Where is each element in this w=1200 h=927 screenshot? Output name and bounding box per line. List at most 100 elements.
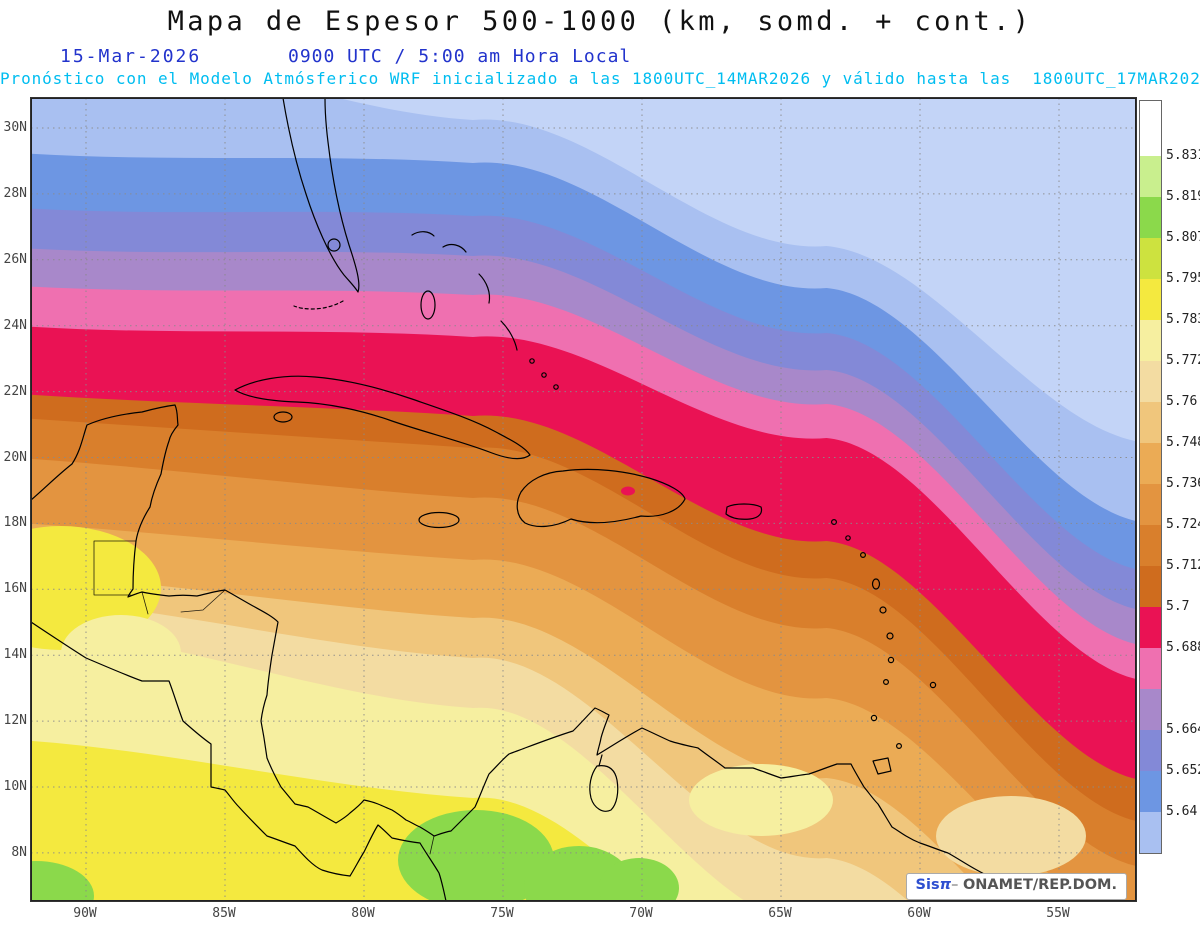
lon-tick-label: 55W xyxy=(1046,906,1070,921)
coast-mainland-caribbean xyxy=(31,404,1022,901)
lat-tick-label: 8N xyxy=(11,844,27,860)
colorbar-tick-label: 5.652 xyxy=(1166,763,1200,778)
coast-mainland-pacific xyxy=(31,621,447,901)
cream-pocket-east xyxy=(936,796,1086,876)
colorbar-segment xyxy=(1140,101,1161,156)
colorbar-tick-label: 5.712 xyxy=(1166,558,1200,573)
colorbar-segment xyxy=(1140,566,1161,607)
valid-time-label: 0900 UTC / 5:00 am Hora Local xyxy=(288,46,632,67)
colorbar-segment xyxy=(1140,812,1161,853)
coast-st-vincent xyxy=(882,678,889,685)
border-panama-colombia xyxy=(429,835,435,855)
lat-tick-label: 20N xyxy=(3,449,27,465)
green-blob-southwest xyxy=(31,861,94,901)
coastlines xyxy=(31,98,1022,901)
badge-org-label: ONAMET/REP.DOM. xyxy=(962,877,1117,893)
lat-tick-label: 24N xyxy=(3,317,27,333)
coast-bahamas-4 xyxy=(500,320,518,351)
coast-antilles-2 xyxy=(845,535,851,541)
thickness-contour-map xyxy=(31,98,1136,901)
valid-date-label: 15-Mar-2026 xyxy=(60,46,202,67)
colorbar-tick-label: 5.795 xyxy=(1166,271,1200,286)
coast-hispaniola xyxy=(516,468,686,528)
pi-symbol: π xyxy=(939,877,952,893)
pale-pocket-west xyxy=(61,615,181,691)
lat-tick-label: 14N xyxy=(3,647,27,663)
colorbar-segment xyxy=(1140,279,1161,320)
lon-tick-label: 90W xyxy=(73,906,97,921)
colorbar-tick-label: 5.724 xyxy=(1166,517,1200,532)
map-title: Mapa de Espesor 500-1000 (km, somd. + co… xyxy=(167,6,1033,37)
lake-okeechobee xyxy=(327,238,341,252)
coast-barbados xyxy=(929,681,937,689)
lake-maracaibo xyxy=(589,765,619,812)
coast-antilles-1 xyxy=(830,519,837,526)
coast-bahamas-cay-3 xyxy=(553,384,559,390)
coast-bahamas-cay-1 xyxy=(529,358,535,364)
lat-tick-label: 30N xyxy=(3,120,27,135)
coast-guadeloupe xyxy=(871,578,881,590)
green-blob-colombia xyxy=(398,810,554,901)
lon-tick-label: 60W xyxy=(907,906,931,921)
coast-cuba xyxy=(234,375,531,460)
colorbar-segment xyxy=(1140,648,1161,689)
coast-st-lucia xyxy=(887,656,895,664)
plot-frame xyxy=(31,98,1136,901)
coast-antilles-3 xyxy=(859,552,866,559)
lat-tick-label: 12N xyxy=(3,713,27,729)
border-belize-guatemala xyxy=(93,540,137,596)
lon-tick-label: 85W xyxy=(212,906,236,921)
coast-trinidad xyxy=(872,757,892,775)
lat-tick-label: 18N xyxy=(3,515,27,531)
lon-tick-label: 65W xyxy=(768,906,792,921)
colorbar-tick-label: 5.664 xyxy=(1166,722,1200,737)
validity-line: 15-Mar-2026 0900 UTC / 5:00 am Hora Loca… xyxy=(0,46,1200,68)
colorbar-segment xyxy=(1140,320,1161,361)
border-guatemala-honduras xyxy=(141,591,149,615)
colorbar-tick-label: 5.736 xyxy=(1166,476,1200,491)
lat-tick-label: 22N xyxy=(3,383,27,399)
lat-tick-label: 28N xyxy=(3,185,27,201)
coast-tobago xyxy=(895,742,902,749)
colorbar-segment xyxy=(1140,443,1161,484)
colorbar-segment xyxy=(1140,771,1161,812)
colorbar-tick-label: 5.688 xyxy=(1166,640,1200,655)
coast-jamaica xyxy=(418,511,460,529)
lon-tick-label: 80W xyxy=(351,906,375,921)
colorbar-segment xyxy=(1140,484,1161,525)
colorbar-segment xyxy=(1140,689,1161,730)
crimson-spot-hispaniola xyxy=(621,486,635,496)
colorbar-segment xyxy=(1140,607,1161,648)
colorbar-tick-label: 5.831 xyxy=(1166,148,1200,163)
lon-tick-label: 75W xyxy=(490,906,514,921)
coast-grenada xyxy=(870,714,878,722)
coast-dominica xyxy=(879,606,887,614)
colorbar xyxy=(1139,100,1162,854)
coast-bahamas-3 xyxy=(478,273,491,304)
colorbar-segment xyxy=(1140,525,1161,566)
coast-bahamas-cay-2 xyxy=(541,372,547,378)
colorbar-tick-label: 5.807 xyxy=(1166,230,1200,245)
coast-isla-juventud xyxy=(273,411,293,423)
thickness-fill-patches xyxy=(31,486,1086,901)
colorbar-tick-label: 5.7 xyxy=(1166,599,1190,614)
forecast-note: Pronóstico con el Modelo Atmósferico WRF… xyxy=(0,69,1200,88)
maracaibo-inlet xyxy=(598,754,603,767)
colorbar-segment xyxy=(1140,238,1161,279)
country-borders xyxy=(93,540,435,855)
border-honduras-nicaragua xyxy=(180,589,226,613)
lat-tick-label: 10N xyxy=(3,779,27,794)
colorbar-segment xyxy=(1140,156,1161,197)
badge-product-label: Sis xyxy=(915,877,940,893)
colorbar-segment xyxy=(1140,361,1161,402)
pale-pocket-venezuela xyxy=(689,764,833,836)
colorbar-segment xyxy=(1140,730,1161,771)
coast-puerto-rico xyxy=(725,503,763,520)
colorbar-segment xyxy=(1140,402,1161,443)
colorbar-tick-label: 5.748 xyxy=(1166,435,1200,450)
colorbar-tick-label: 5.772 xyxy=(1166,353,1200,368)
colorbar-tick-label: 5.64 xyxy=(1166,804,1198,819)
map-plot-area: Sisπ– ONAMET/REP.DOM. xyxy=(30,97,1137,902)
coast-bahamas-1 xyxy=(411,231,435,237)
lat-tick-label: 26N xyxy=(3,251,27,267)
